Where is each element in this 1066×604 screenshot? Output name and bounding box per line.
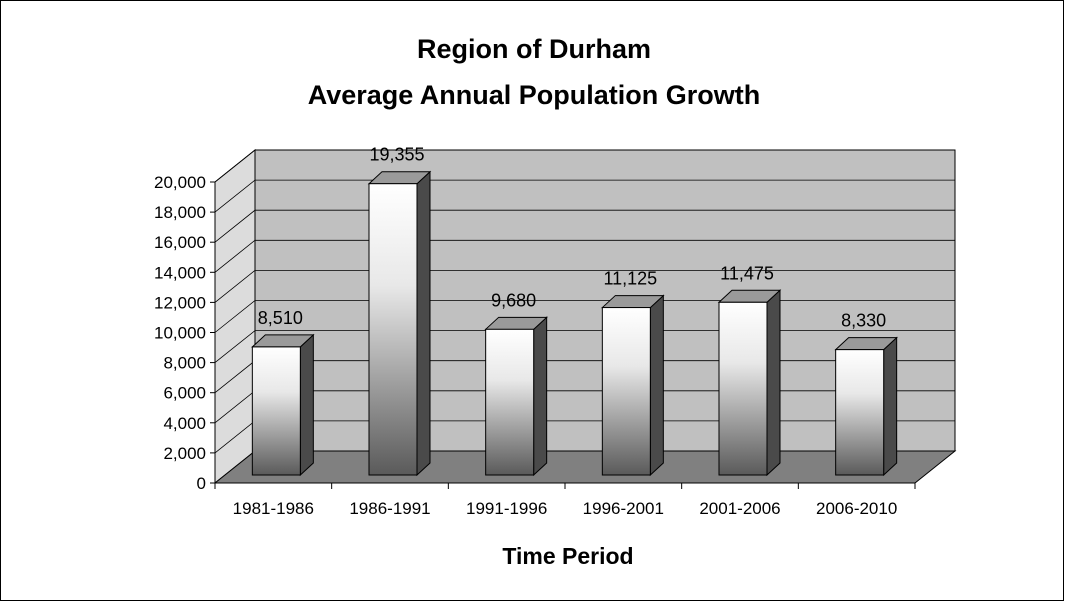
chart-title-line-2: Average Annual Population Growth [308,80,761,110]
gridline-7 [214,239,955,273]
y-tick-label: 4,000 [163,414,206,433]
bar-side [533,316,548,477]
x-tick-label: 1996-2001 [583,499,664,518]
data-label: 19,355 [369,145,424,165]
gridline-10 [214,149,955,183]
y-tick-label: 10,000 [154,324,206,343]
data-label: 11,475 [720,263,774,283]
y-tick-label: 12,000 [154,293,206,312]
bar-front [601,307,651,476]
bar-side [416,170,431,477]
data-label: 11,125 [603,269,657,289]
y-tick-label: 16,000 [154,233,206,252]
x-tick-label: 2006-2010 [816,499,897,518]
bar-front [835,349,885,476]
bar-front [251,346,301,476]
data-label: 8,330 [841,311,886,331]
y-tick-label: 20,000 [154,173,206,192]
plot-area: 0 2,000 4,000 6,000 8,000 10,000 12,000 14,000 1… [154,145,957,518]
y-tick-label: 8,000 [163,354,206,373]
bar [834,336,898,477]
gridline-9 [214,179,955,213]
gridline-8 [214,209,955,243]
x-tick-label: 2001-2006 [699,499,780,518]
bar [367,170,432,477]
x-tick-label: 1981-1986 [233,499,314,518]
bar-side [883,336,898,477]
bar [251,333,315,477]
bar [717,289,782,477]
y-tick-label: 6,000 [163,384,206,403]
x-axis-title: Time Period [502,543,633,569]
bar-side [766,289,781,477]
bar-side [299,333,314,477]
y-tick-label: 18,000 [154,203,206,222]
x-tick-label: 1991-1996 [466,499,547,518]
bar [601,294,665,477]
bar-side [649,294,664,477]
bar-front [718,301,768,476]
bar [484,316,548,477]
data-label: 9,680 [491,290,536,310]
y-tick-label: 0 [197,474,206,493]
x-tick-label: 1986-1991 [349,499,430,518]
data-label: 8,510 [258,308,303,328]
y-tick-label: 14,000 [154,263,206,282]
bar-front [368,183,418,476]
y-tick-label: 2,000 [163,444,206,463]
gridline-6 [214,269,955,303]
bar-front [485,328,535,476]
chart-title-line-1: Region of Durham [417,34,651,64]
